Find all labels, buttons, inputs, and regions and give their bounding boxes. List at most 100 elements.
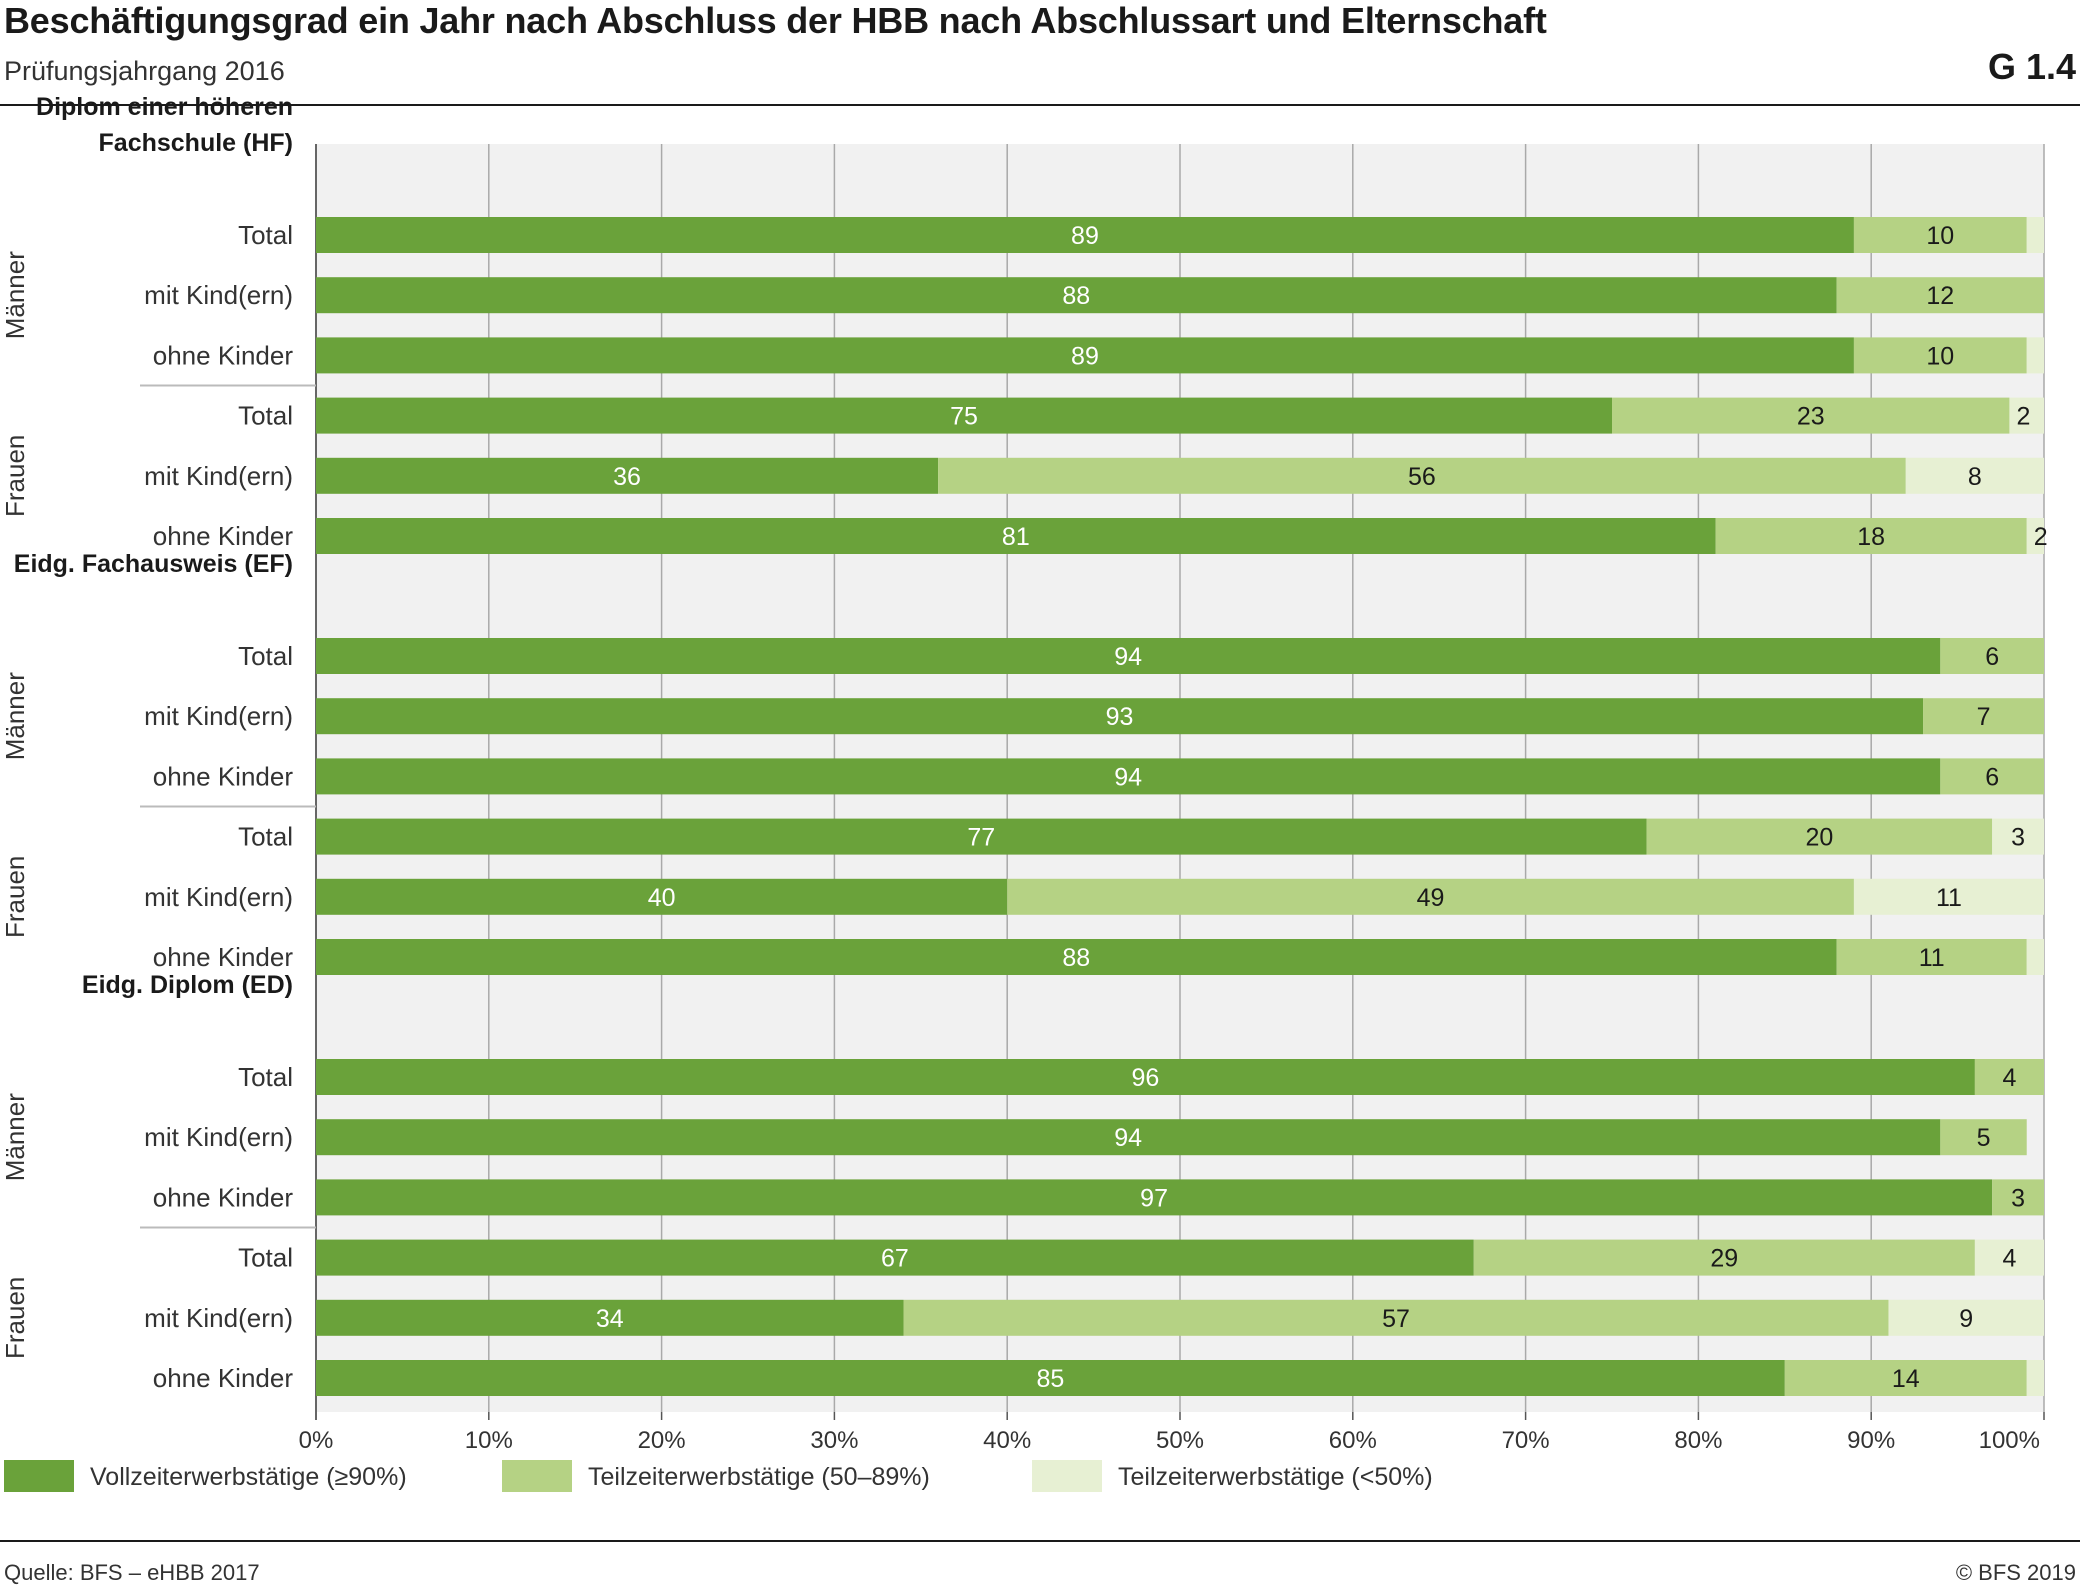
bar-teilzeit-50-89: [1836, 939, 2027, 975]
bar-vollzeit: [316, 818, 1647, 855]
bar-vollzeit: [316, 277, 1837, 314]
row-label: mit Kind(ern): [144, 1303, 293, 1333]
bar-vollzeit: [316, 457, 939, 494]
data-label: 56: [1408, 463, 1436, 491]
row-label: Total: [238, 641, 293, 671]
x-tick-label: 60%: [1329, 1427, 1377, 1454]
bar-teilzeit-under-50: [2026, 337, 2044, 374]
data-label: 7: [1977, 703, 1991, 731]
data-label: 94: [1114, 763, 1142, 791]
bar-vollzeit: [316, 878, 1008, 915]
row-label: mit Kind(ern): [144, 280, 293, 310]
data-label: 11: [1919, 944, 1945, 972]
data-label: 93: [1106, 703, 1134, 731]
row-label: ohne Kinder: [153, 942, 294, 972]
data-label: 4: [2002, 1245, 2016, 1273]
data-label: 11: [1936, 884, 1962, 912]
legend-label: Teilzeiterwerbstätige (<50%): [1118, 1463, 1433, 1491]
data-label: 89: [1071, 222, 1099, 250]
legend-swatch: [502, 1460, 572, 1492]
bar-teilzeit-50-89: [1992, 1179, 2044, 1216]
bar-teilzeit-under-50: [1888, 1299, 2044, 1336]
row-label: Total: [238, 822, 293, 852]
group-title: Diplom einer höheren: [36, 93, 293, 121]
data-label: 12: [1926, 282, 1954, 310]
x-tick-label: 0%: [299, 1427, 334, 1454]
data-label: 14: [1892, 1365, 1920, 1393]
data-label: 88: [1062, 282, 1090, 310]
copyright-note: © BFS 2019: [1955, 1560, 2076, 1585]
data-label: 9: [1959, 1305, 1973, 1333]
bar-teilzeit-50-89: [1974, 1059, 2044, 1095]
group-title: Eidg. Diplom (ED): [82, 971, 293, 999]
data-label: 85: [1036, 1365, 1064, 1393]
data-label: 97: [1140, 1184, 1168, 1212]
row-label: ohne Kinder: [153, 761, 294, 791]
bar-teilzeit-under-50: [2026, 518, 2044, 554]
bar-teilzeit-50-89: [1836, 277, 2044, 314]
bar-vollzeit: [316, 758, 1941, 795]
bar-teilzeit-under-50: [2026, 217, 2044, 253]
x-tick-label: 20%: [638, 1427, 686, 1454]
stacked-bar-chart: 0% 10% 20% 30% 40% 50% 60% 70% 80% 90% 100% Diplom …: [0, 93, 2048, 1492]
subgroup-label-frauen: Frauen: [0, 435, 30, 517]
bar-vollzeit: [316, 1059, 1975, 1095]
bar-teilzeit-50-89: [1940, 638, 2044, 674]
bar-teilzeit-50-89: [1853, 337, 2027, 374]
bar-vollzeit: [316, 217, 1854, 253]
row-label: mit Kind(ern): [144, 882, 293, 912]
subgroup-label-frauen: Frauen: [0, 1277, 30, 1359]
x-tick-label: 30%: [810, 1427, 858, 1454]
data-label: 94: [1114, 643, 1142, 671]
bar-teilzeit-50-89: [1007, 878, 1854, 915]
x-tick-label: 100%: [1979, 1427, 2040, 1454]
data-label: 40: [648, 884, 676, 912]
x-tick-label: 40%: [983, 1427, 1031, 1454]
data-label: 20: [1805, 824, 1833, 852]
row-label: Total: [238, 1243, 293, 1273]
data-label: 96: [1132, 1064, 1160, 1092]
data-label: 49: [1417, 884, 1445, 912]
bar-vollzeit: [316, 1299, 904, 1336]
legend-swatch: [4, 1460, 74, 1492]
bar-teilzeit-50-89: [938, 457, 1906, 494]
bar-teilzeit-50-89: [1853, 217, 2027, 253]
bar-vollzeit: [316, 1239, 1474, 1276]
data-label: 18: [1857, 523, 1885, 551]
row-label: ohne Kinder: [153, 340, 294, 370]
bar-teilzeit-under-50: [2009, 397, 2044, 434]
row-label: Total: [238, 401, 293, 431]
bar-vollzeit: [316, 1179, 1993, 1216]
bar-teilzeit-50-89: [1473, 1239, 1975, 1276]
subgroup-label-maenner: Männer: [0, 1093, 30, 1181]
group-title: Fachschule (HF): [99, 129, 293, 157]
bar-vollzeit: [316, 397, 1612, 434]
subgroup-label-maenner: Männer: [0, 251, 30, 339]
data-label: 6: [1985, 763, 1999, 791]
data-label: 3: [2011, 824, 2025, 852]
legend-label: Teilzeiterwerbstätige (50–89%): [588, 1463, 930, 1491]
data-label: 89: [1071, 342, 1099, 370]
legend-swatch: [1032, 1460, 1102, 1492]
group-title: Eidg. Fachausweis (EF): [14, 550, 293, 578]
subgroup-label-frauen: Frauen: [0, 856, 30, 938]
data-label: 8: [1968, 463, 1982, 491]
x-tick-label: 50%: [1156, 1427, 1204, 1454]
data-label: 34: [596, 1305, 624, 1333]
bar-vollzeit: [316, 638, 1941, 674]
bar-vollzeit: [316, 518, 1716, 554]
data-label: 94: [1114, 1124, 1142, 1152]
data-label: 2: [2034, 523, 2048, 551]
bar-vollzeit: [316, 1119, 1941, 1156]
legend-label: Vollzeiterwerbstätige (≥90%): [90, 1463, 407, 1491]
bar-teilzeit-50-89: [903, 1299, 1889, 1336]
data-label: 77: [967, 824, 995, 852]
footer-rule: [0, 1540, 2080, 1542]
bar-teilzeit-50-89: [1784, 1360, 2027, 1396]
bar-vollzeit: [316, 939, 1837, 975]
data-label: 10: [1926, 222, 1954, 250]
row-label: Total: [238, 1062, 293, 1092]
bar-teilzeit-50-89: [1612, 397, 2010, 434]
bar-teilzeit-under-50: [1853, 878, 2044, 915]
chart-title: Beschäftigungsgrad ein Jahr nach Abschlu…: [4, 0, 1547, 41]
